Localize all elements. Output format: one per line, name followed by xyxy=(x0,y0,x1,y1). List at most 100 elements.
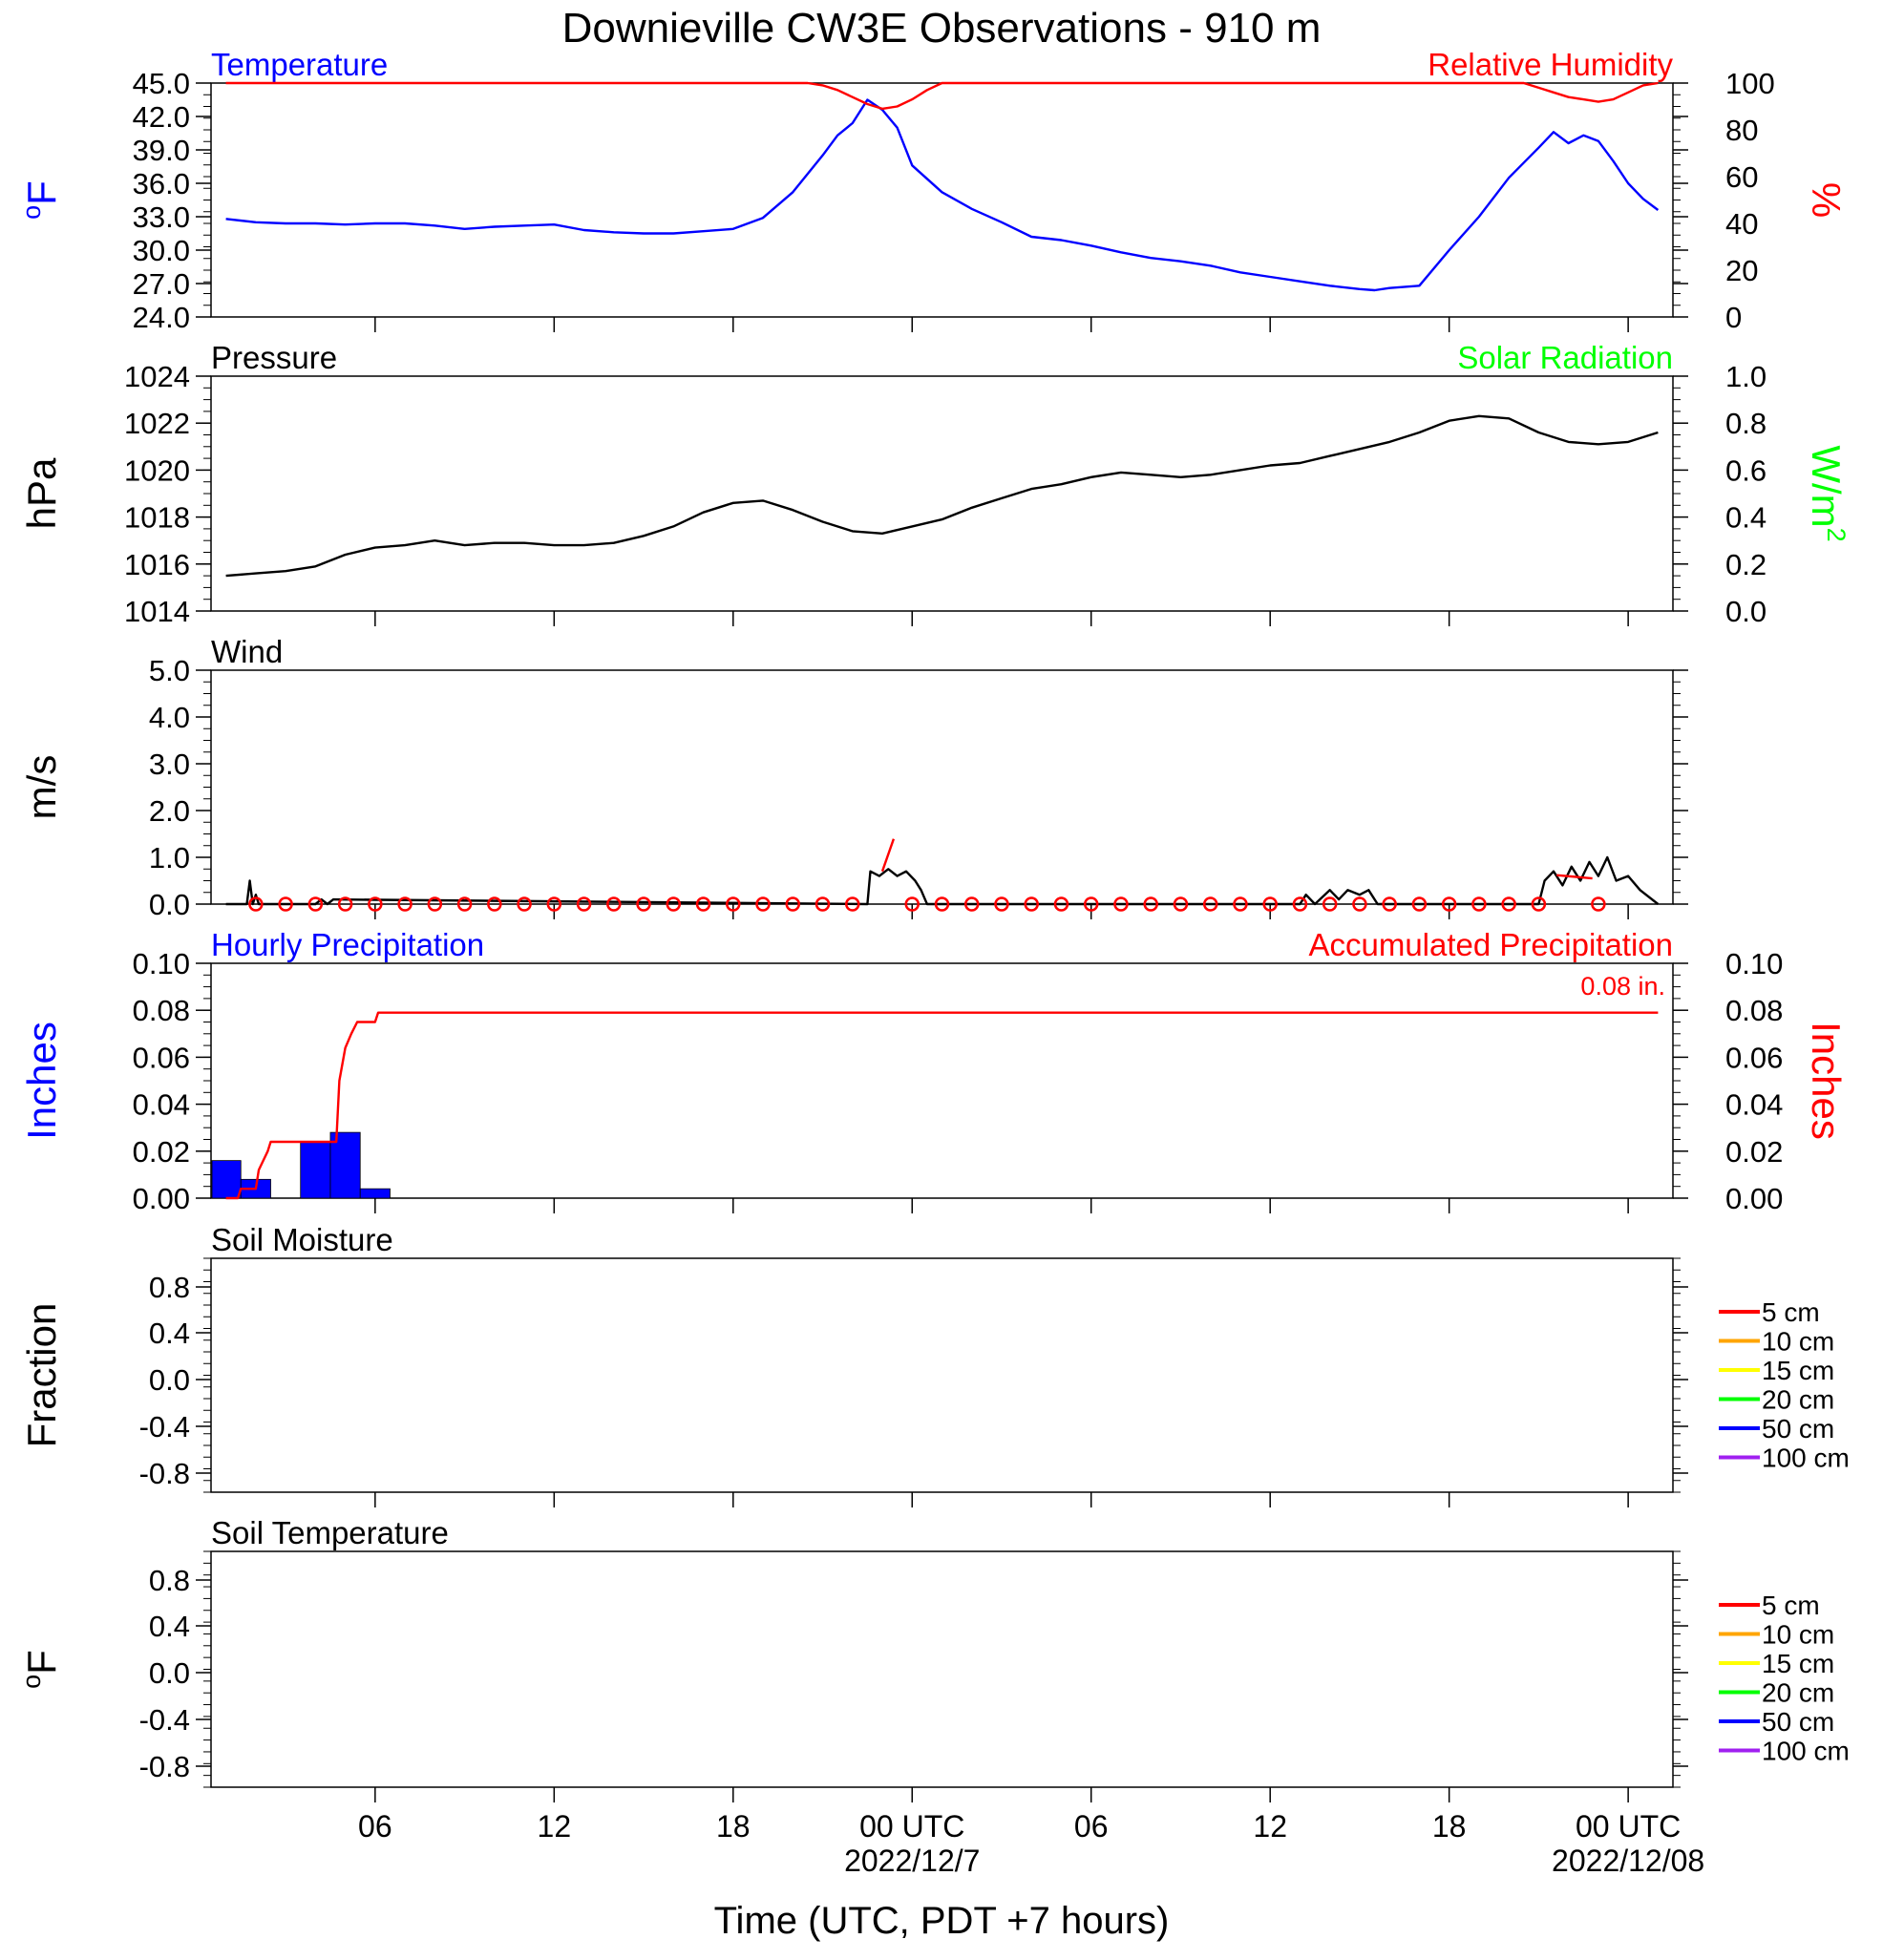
y-axis-title-left-text: hPa xyxy=(19,457,64,529)
pressure-line xyxy=(225,414,1659,578)
y-tick-label-right: 80 xyxy=(1725,114,1758,147)
y-tick-label-right: 0 xyxy=(1725,301,1742,334)
y-axis-title-left: oF xyxy=(17,180,64,220)
time-axis-title: Time (UTC, PDT +7 hours) xyxy=(714,1900,1170,1942)
calm-wind-marker xyxy=(576,896,592,912)
calm-wind-marker xyxy=(1113,896,1129,912)
y-tick-label-left: 0.8 xyxy=(149,1564,190,1597)
time-tick-label: 18 xyxy=(716,1809,751,1844)
calm-wind-marker xyxy=(904,896,920,912)
y-tick-label-left: 0.4 xyxy=(149,1610,190,1643)
calm-wind-marker xyxy=(1441,896,1457,912)
y-tick-label-left: 36.0 xyxy=(133,167,190,200)
calm-wind-marker xyxy=(1024,896,1039,912)
y-tick-label-left: 0.00 xyxy=(133,1182,190,1215)
chart-title: Downieville CW3E Observations - 910 m xyxy=(562,5,1322,52)
y-axis-title-left-text: F xyxy=(19,180,64,205)
y-tick-label-right: 0.08 xyxy=(1725,994,1783,1027)
y-tick-label-left: 0.0 xyxy=(149,1656,190,1690)
time-tick-label: 12 xyxy=(1253,1809,1287,1844)
y-tick-label-left: 1022 xyxy=(124,407,190,440)
y-tick-label-left: 0.02 xyxy=(133,1135,190,1169)
legend-label: 50 cm xyxy=(1762,1414,1834,1444)
calm-wind-marker xyxy=(1233,896,1248,912)
y-axis-title-left: Inches xyxy=(19,1022,64,1140)
y-tick-label-left: -0.8 xyxy=(139,1750,190,1783)
time-tick-label: 18 xyxy=(1432,1809,1467,1844)
calm-wind-marker xyxy=(695,896,711,912)
wind-direction-vector xyxy=(880,838,896,873)
y-tick-label-left: 0.4 xyxy=(149,1317,190,1350)
calm-wind-marker xyxy=(726,896,741,912)
precip-bar xyxy=(300,1141,331,1199)
y-tick-label-left: 0.0 xyxy=(149,888,190,921)
calm-wind-marker xyxy=(1292,896,1308,912)
calm-wind-marker xyxy=(248,896,264,912)
calm-wind-marker xyxy=(337,896,353,912)
y-tick-label-right: 0.2 xyxy=(1725,548,1767,581)
y-axis-title-right-text: W/m xyxy=(1804,445,1849,527)
legend-label: 5 cm xyxy=(1762,1297,1820,1327)
y-tick-label-left: -0.4 xyxy=(139,1703,190,1737)
time-tick-date-label: 2022/12/08 xyxy=(1552,1844,1704,1878)
time-tick-label: 00 UTC xyxy=(1576,1809,1681,1844)
y-tick-label-right: 0.00 xyxy=(1725,1182,1783,1215)
panels: 45.042.039.036.033.030.027.024.010080604… xyxy=(17,47,1851,1802)
legend-label: 20 cm xyxy=(1762,1678,1834,1708)
y-tick-label-left: 0.06 xyxy=(133,1041,190,1074)
y-tick-label-left: 45.0 xyxy=(133,67,190,100)
calm-wind-marker xyxy=(963,896,980,912)
panel-left-label: Hourly Precipitation xyxy=(211,927,484,962)
panel-soil_moisture: 0.8 0.4 0.0 -0.4 -0.8 Soil Moisture Fraction 5 … xyxy=(19,1222,1850,1507)
y-tick-label-left: 1.0 xyxy=(149,841,190,875)
y-axis-title-left-text: F xyxy=(19,1650,64,1675)
calm-wind-marker xyxy=(1053,896,1069,912)
y-axis-title-left-superscript: o xyxy=(17,205,46,220)
calm-wind-marker xyxy=(1591,896,1606,912)
calm-wind-marker xyxy=(1143,896,1158,912)
y-tick-label-right: 20 xyxy=(1725,254,1758,287)
calm-wind-marker xyxy=(845,896,860,912)
time-tick-label: 06 xyxy=(1074,1809,1109,1844)
panel-left-label: Wind xyxy=(211,634,283,669)
y-axis-title-left-superscript: o xyxy=(17,1675,46,1689)
y-axis-title-right: % xyxy=(1804,182,1849,218)
y-axis-title-right: W/m2 xyxy=(1804,445,1851,541)
legend-label: 10 cm xyxy=(1762,1620,1834,1650)
calm-wind-marker xyxy=(427,896,443,912)
legend-label: 20 cm xyxy=(1762,1385,1834,1415)
legend-label: 10 cm xyxy=(1762,1327,1834,1357)
y-tick-label-left: 1014 xyxy=(124,595,190,628)
humidity-line xyxy=(225,81,1659,111)
legend-label: 100 cm xyxy=(1762,1737,1850,1766)
legend-label: 50 cm xyxy=(1762,1707,1834,1737)
panel-left-label: Soil Temperature xyxy=(211,1515,449,1550)
panel-left-label: Soil Moisture xyxy=(211,1222,393,1257)
y-axis-title-left-text: Fraction xyxy=(19,1303,64,1448)
y-axis-title-left: oF xyxy=(17,1650,64,1689)
legend-label: 100 cm xyxy=(1762,1444,1850,1473)
time-tick-label: 12 xyxy=(538,1809,572,1844)
y-tick-label-left: 42.0 xyxy=(133,100,190,134)
calm-wind-marker xyxy=(456,896,473,912)
plot-frame xyxy=(210,669,1674,905)
precip-bar xyxy=(329,1131,361,1199)
calm-wind-marker xyxy=(546,896,562,912)
panel-right-label: Accumulated Precipitation xyxy=(1308,927,1673,962)
y-tick-label-left: 24.0 xyxy=(133,301,190,334)
y-tick-label-right: 0.04 xyxy=(1725,1088,1783,1122)
legend-label: 5 cm xyxy=(1762,1591,1820,1620)
y-tick-label-right: 100 xyxy=(1725,67,1775,100)
time-tick-label: 06 xyxy=(358,1809,392,1844)
plot-frame xyxy=(210,962,1674,1199)
y-tick-label-left: 39.0 xyxy=(133,134,190,167)
y-tick-label-left: 1024 xyxy=(124,360,190,393)
y-tick-label-right: 0.06 xyxy=(1725,1041,1783,1074)
calm-wind-marker xyxy=(368,896,383,912)
accumulated-precip-line xyxy=(225,1011,1659,1200)
y-tick-label-right: 0.8 xyxy=(1725,407,1767,440)
calm-wind-marker xyxy=(1083,896,1099,912)
panel-wind: 5.0 4.0 3.0 2.0 1.0 0.0 Wind m/s xyxy=(19,634,1688,921)
y-axis-title-left: Fraction xyxy=(19,1303,64,1448)
